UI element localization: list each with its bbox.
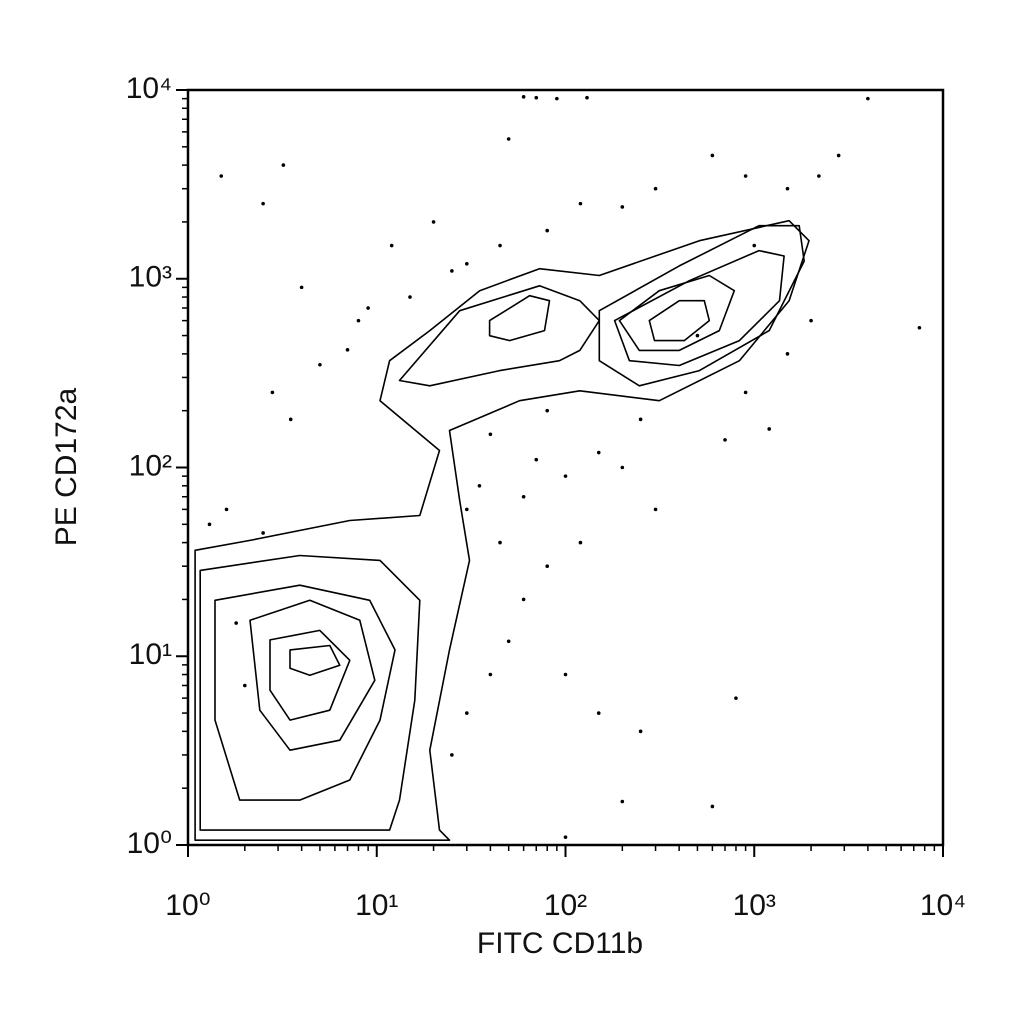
event-dot <box>521 494 526 499</box>
event-dot <box>488 432 493 437</box>
event-dot <box>366 306 370 310</box>
event-dot <box>465 711 469 715</box>
event-dot <box>578 540 583 545</box>
event-dot <box>578 201 583 206</box>
contour-line <box>214 584 396 801</box>
event-dot <box>234 621 238 625</box>
event-dot <box>243 683 247 688</box>
event-dot <box>596 711 601 715</box>
event-dot <box>836 153 841 158</box>
contour-line <box>598 224 805 387</box>
contour-line <box>249 599 376 751</box>
event-dot <box>488 672 493 677</box>
event-dot <box>545 564 550 568</box>
event-dot <box>207 522 212 527</box>
event-dot <box>809 318 813 323</box>
event-dot <box>465 507 469 512</box>
event-dot <box>710 153 715 158</box>
event-dot <box>917 325 922 330</box>
y-tick-label: 10² <box>129 449 172 482</box>
event-dot <box>620 799 625 804</box>
event-dot <box>710 804 715 809</box>
event-dot <box>288 417 293 422</box>
event-dot <box>752 243 757 248</box>
event-dot <box>785 186 790 191</box>
event-dot <box>450 269 454 273</box>
event-dot <box>620 205 625 209</box>
y-axis-label: PE CD172a <box>50 387 83 546</box>
event-dot <box>743 390 748 395</box>
y-tick-label: 10¹ <box>129 638 172 671</box>
event-dot <box>743 174 748 178</box>
event-dot <box>695 333 700 338</box>
event-dot <box>450 753 454 757</box>
y-tick-label: 10⁴ <box>126 72 172 105</box>
event-dot <box>555 96 559 101</box>
event-dot <box>356 318 361 323</box>
event-dot <box>723 438 727 442</box>
y-tick-label: 10⁰ <box>127 827 172 860</box>
event-dot <box>638 729 643 734</box>
event-dot <box>620 465 625 470</box>
event-dot <box>534 457 539 462</box>
y-tick-label: 10³ <box>129 261 172 294</box>
event-dot <box>521 95 526 99</box>
x-tick-label: 10² <box>544 889 587 922</box>
event-dot <box>261 201 265 206</box>
event-dot <box>219 174 224 178</box>
event-dot <box>866 96 870 101</box>
event-dot <box>345 348 350 352</box>
event-dot <box>431 220 436 224</box>
event-dot <box>638 417 643 422</box>
x-tick-label: 10³ <box>733 889 776 922</box>
event-dot <box>270 390 275 395</box>
event-dot <box>299 285 304 290</box>
event-dot <box>785 352 790 356</box>
event-dot <box>506 137 511 141</box>
event-dot <box>545 408 550 413</box>
event-dot <box>596 450 601 455</box>
contour-line <box>488 294 551 342</box>
event-dot <box>653 507 658 512</box>
event-dot <box>545 228 550 233</box>
event-dot <box>261 531 265 535</box>
contour-line <box>194 219 810 841</box>
x-axis-label: FITC CD11b <box>477 927 643 960</box>
contour-line <box>269 629 351 721</box>
x-tick-label: 10⁰ <box>165 889 210 922</box>
event-dot <box>734 696 738 700</box>
event-dot <box>563 672 568 677</box>
contour-line <box>618 274 736 352</box>
event-dot <box>498 540 502 545</box>
event-dot <box>817 174 821 178</box>
contour-line <box>199 554 421 831</box>
x-tick-label: 10¹ <box>355 889 398 922</box>
event-dot <box>767 427 771 431</box>
event-dot <box>653 186 658 191</box>
event-dot <box>521 597 526 602</box>
contour-line <box>398 285 601 387</box>
event-dot <box>506 639 511 644</box>
contour-line <box>648 299 711 342</box>
event-dot <box>465 262 469 266</box>
event-dot <box>563 835 568 839</box>
event-dot <box>318 363 322 367</box>
contour-line <box>613 249 785 367</box>
event-dot <box>585 95 589 100</box>
event-dot <box>498 243 502 248</box>
event-dot <box>281 163 286 167</box>
x-tick-label: 10⁴ <box>920 889 966 922</box>
event-dot <box>224 507 229 512</box>
event-dot <box>389 243 394 248</box>
event-dot <box>534 95 539 100</box>
event-dot <box>477 483 482 488</box>
event-dot <box>408 295 412 299</box>
contour-line <box>289 644 341 677</box>
event-dot <box>563 474 568 478</box>
